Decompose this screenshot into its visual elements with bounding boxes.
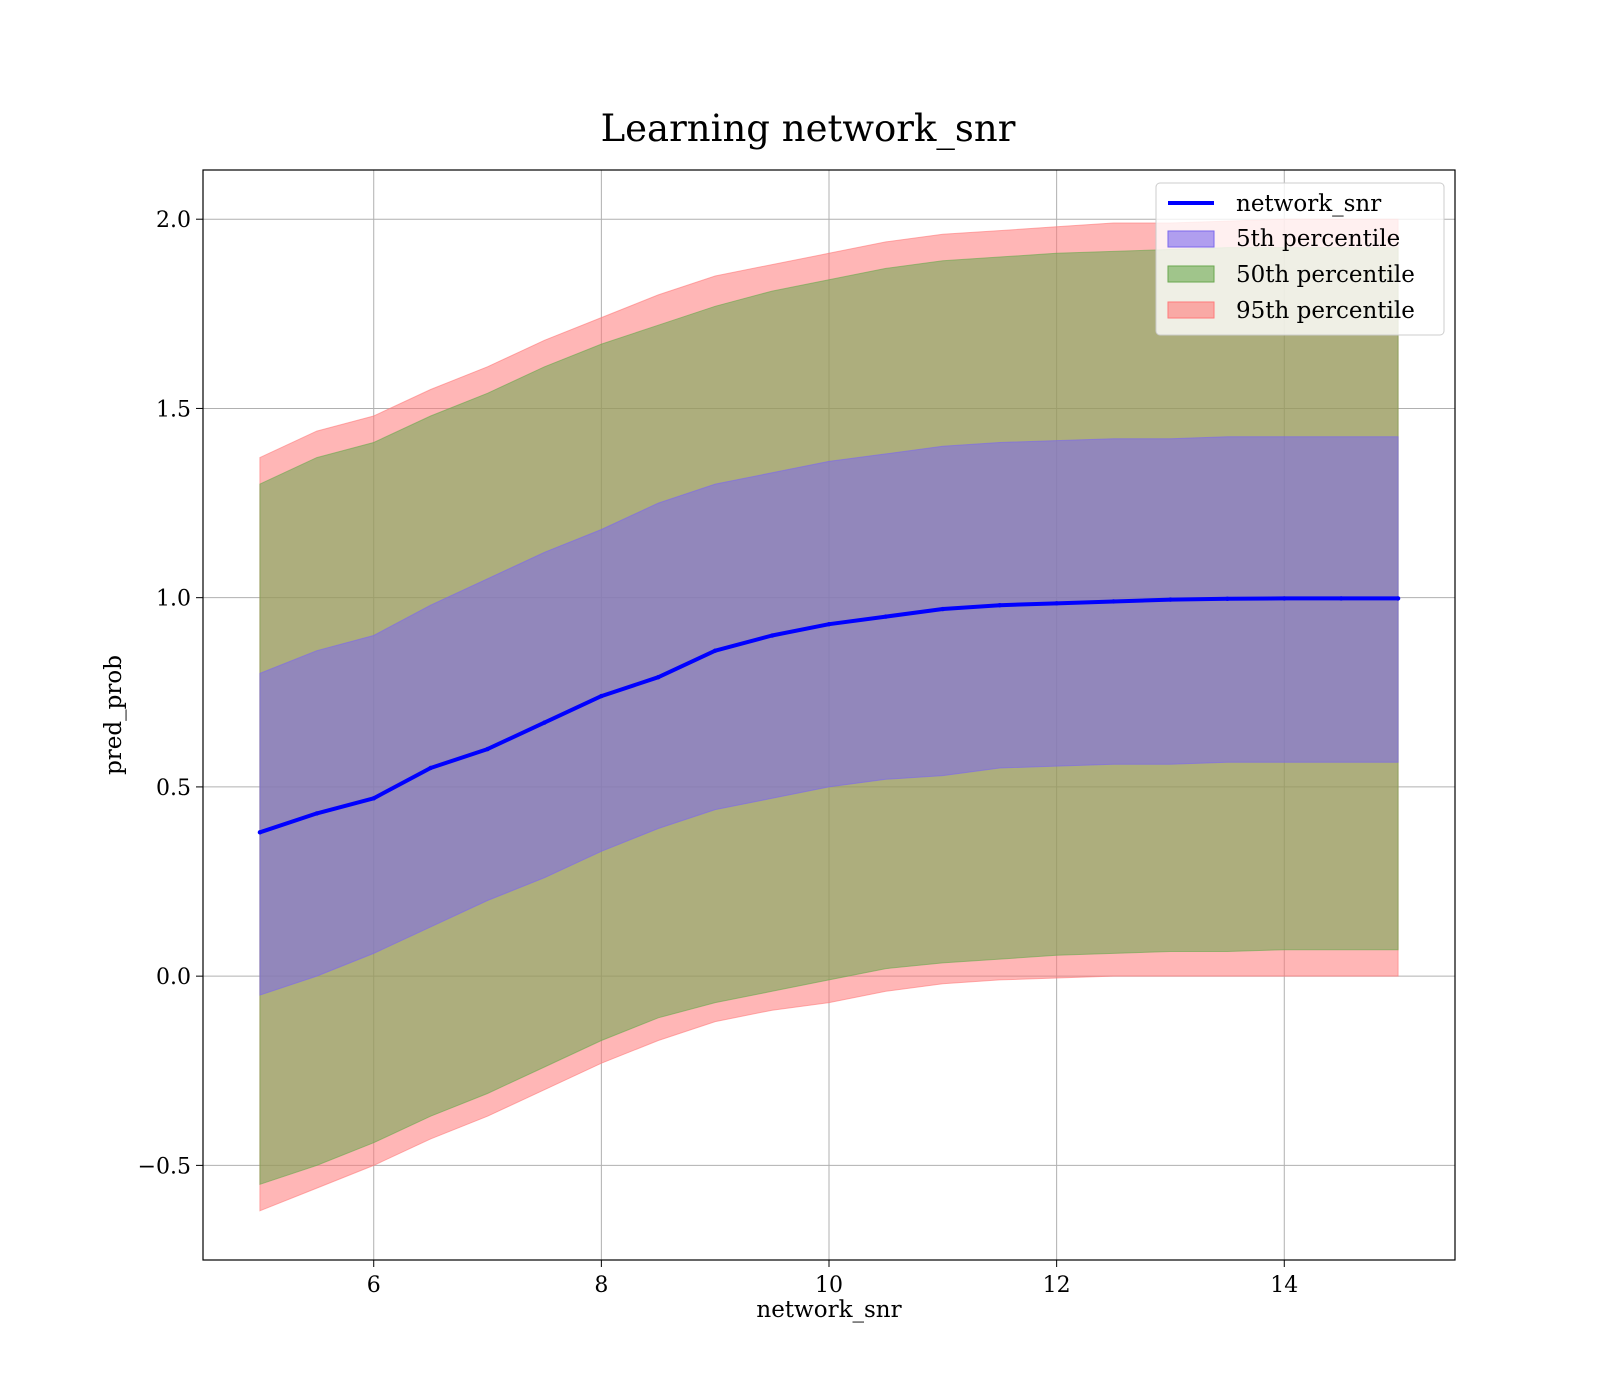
line-point: [314, 811, 320, 816]
legend-label-95th: 95th percentile: [1236, 298, 1415, 324]
y-tick-label: 0.0: [156, 965, 191, 990]
line-point: [1395, 596, 1401, 601]
line-point: [826, 621, 832, 627]
line-point: [485, 746, 490, 752]
percentile-bands: [259, 218, 1399, 1212]
line-point: [1168, 597, 1173, 602]
line-point: [1111, 599, 1116, 604]
y-axis-ticks: −0.5 0.0 0.5 1.0 1.5 2.0: [138, 208, 203, 1179]
line-point: [997, 603, 1002, 608]
y-tick-label: −0.5: [138, 1154, 191, 1179]
line-point: [599, 693, 604, 699]
legend-box: [1155, 182, 1445, 336]
line-layer: [257, 596, 1401, 835]
legend-label-line: network_snr: [1236, 191, 1381, 217]
line-point: [1282, 596, 1287, 601]
y-tick-label: 0.5: [156, 776, 191, 801]
line-point: [1338, 596, 1344, 601]
band-5th-percentile: [259, 436, 1399, 996]
line-point: [257, 830, 263, 835]
x-axis-label: network_snr: [756, 1297, 901, 1323]
x-tick-label: 12: [1043, 1273, 1071, 1298]
legend-swatch-5th: [1167, 230, 1215, 248]
line-point: [1054, 601, 1059, 606]
y-tick-label: 2.0: [156, 208, 191, 233]
line-point: [656, 674, 661, 680]
x-tick-label: 8: [594, 1273, 608, 1298]
x-axis-ticks: 6 8 10 12 14: [367, 1260, 1298, 1298]
legend-swatch-95th: [1167, 301, 1215, 319]
line-point: [371, 796, 376, 801]
line-point: [769, 633, 775, 638]
legend-label-5th: 5th percentile: [1236, 226, 1400, 252]
line-point: [883, 614, 889, 619]
y-axis-label: pred_prob: [101, 655, 127, 775]
line-point: [428, 765, 433, 771]
line-point: [1225, 596, 1230, 602]
x-tick-label: 6: [367, 1273, 381, 1298]
line-point: [542, 720, 547, 725]
y-tick-label: 1.0: [156, 587, 191, 612]
legend-label-50th: 50th percentile: [1236, 262, 1415, 288]
y-tick-label: 1.5: [156, 397, 191, 422]
x-tick-label: 14: [1270, 1273, 1298, 1298]
legend: network_snr 5th percentile 50th percenti…: [1155, 182, 1445, 336]
line-point: [712, 648, 718, 653]
line-point: [940, 606, 946, 612]
chart-title: Learning network_snr: [601, 107, 1016, 151]
x-tick-label: 10: [815, 1273, 843, 1298]
legend-swatch-50th: [1167, 265, 1215, 283]
